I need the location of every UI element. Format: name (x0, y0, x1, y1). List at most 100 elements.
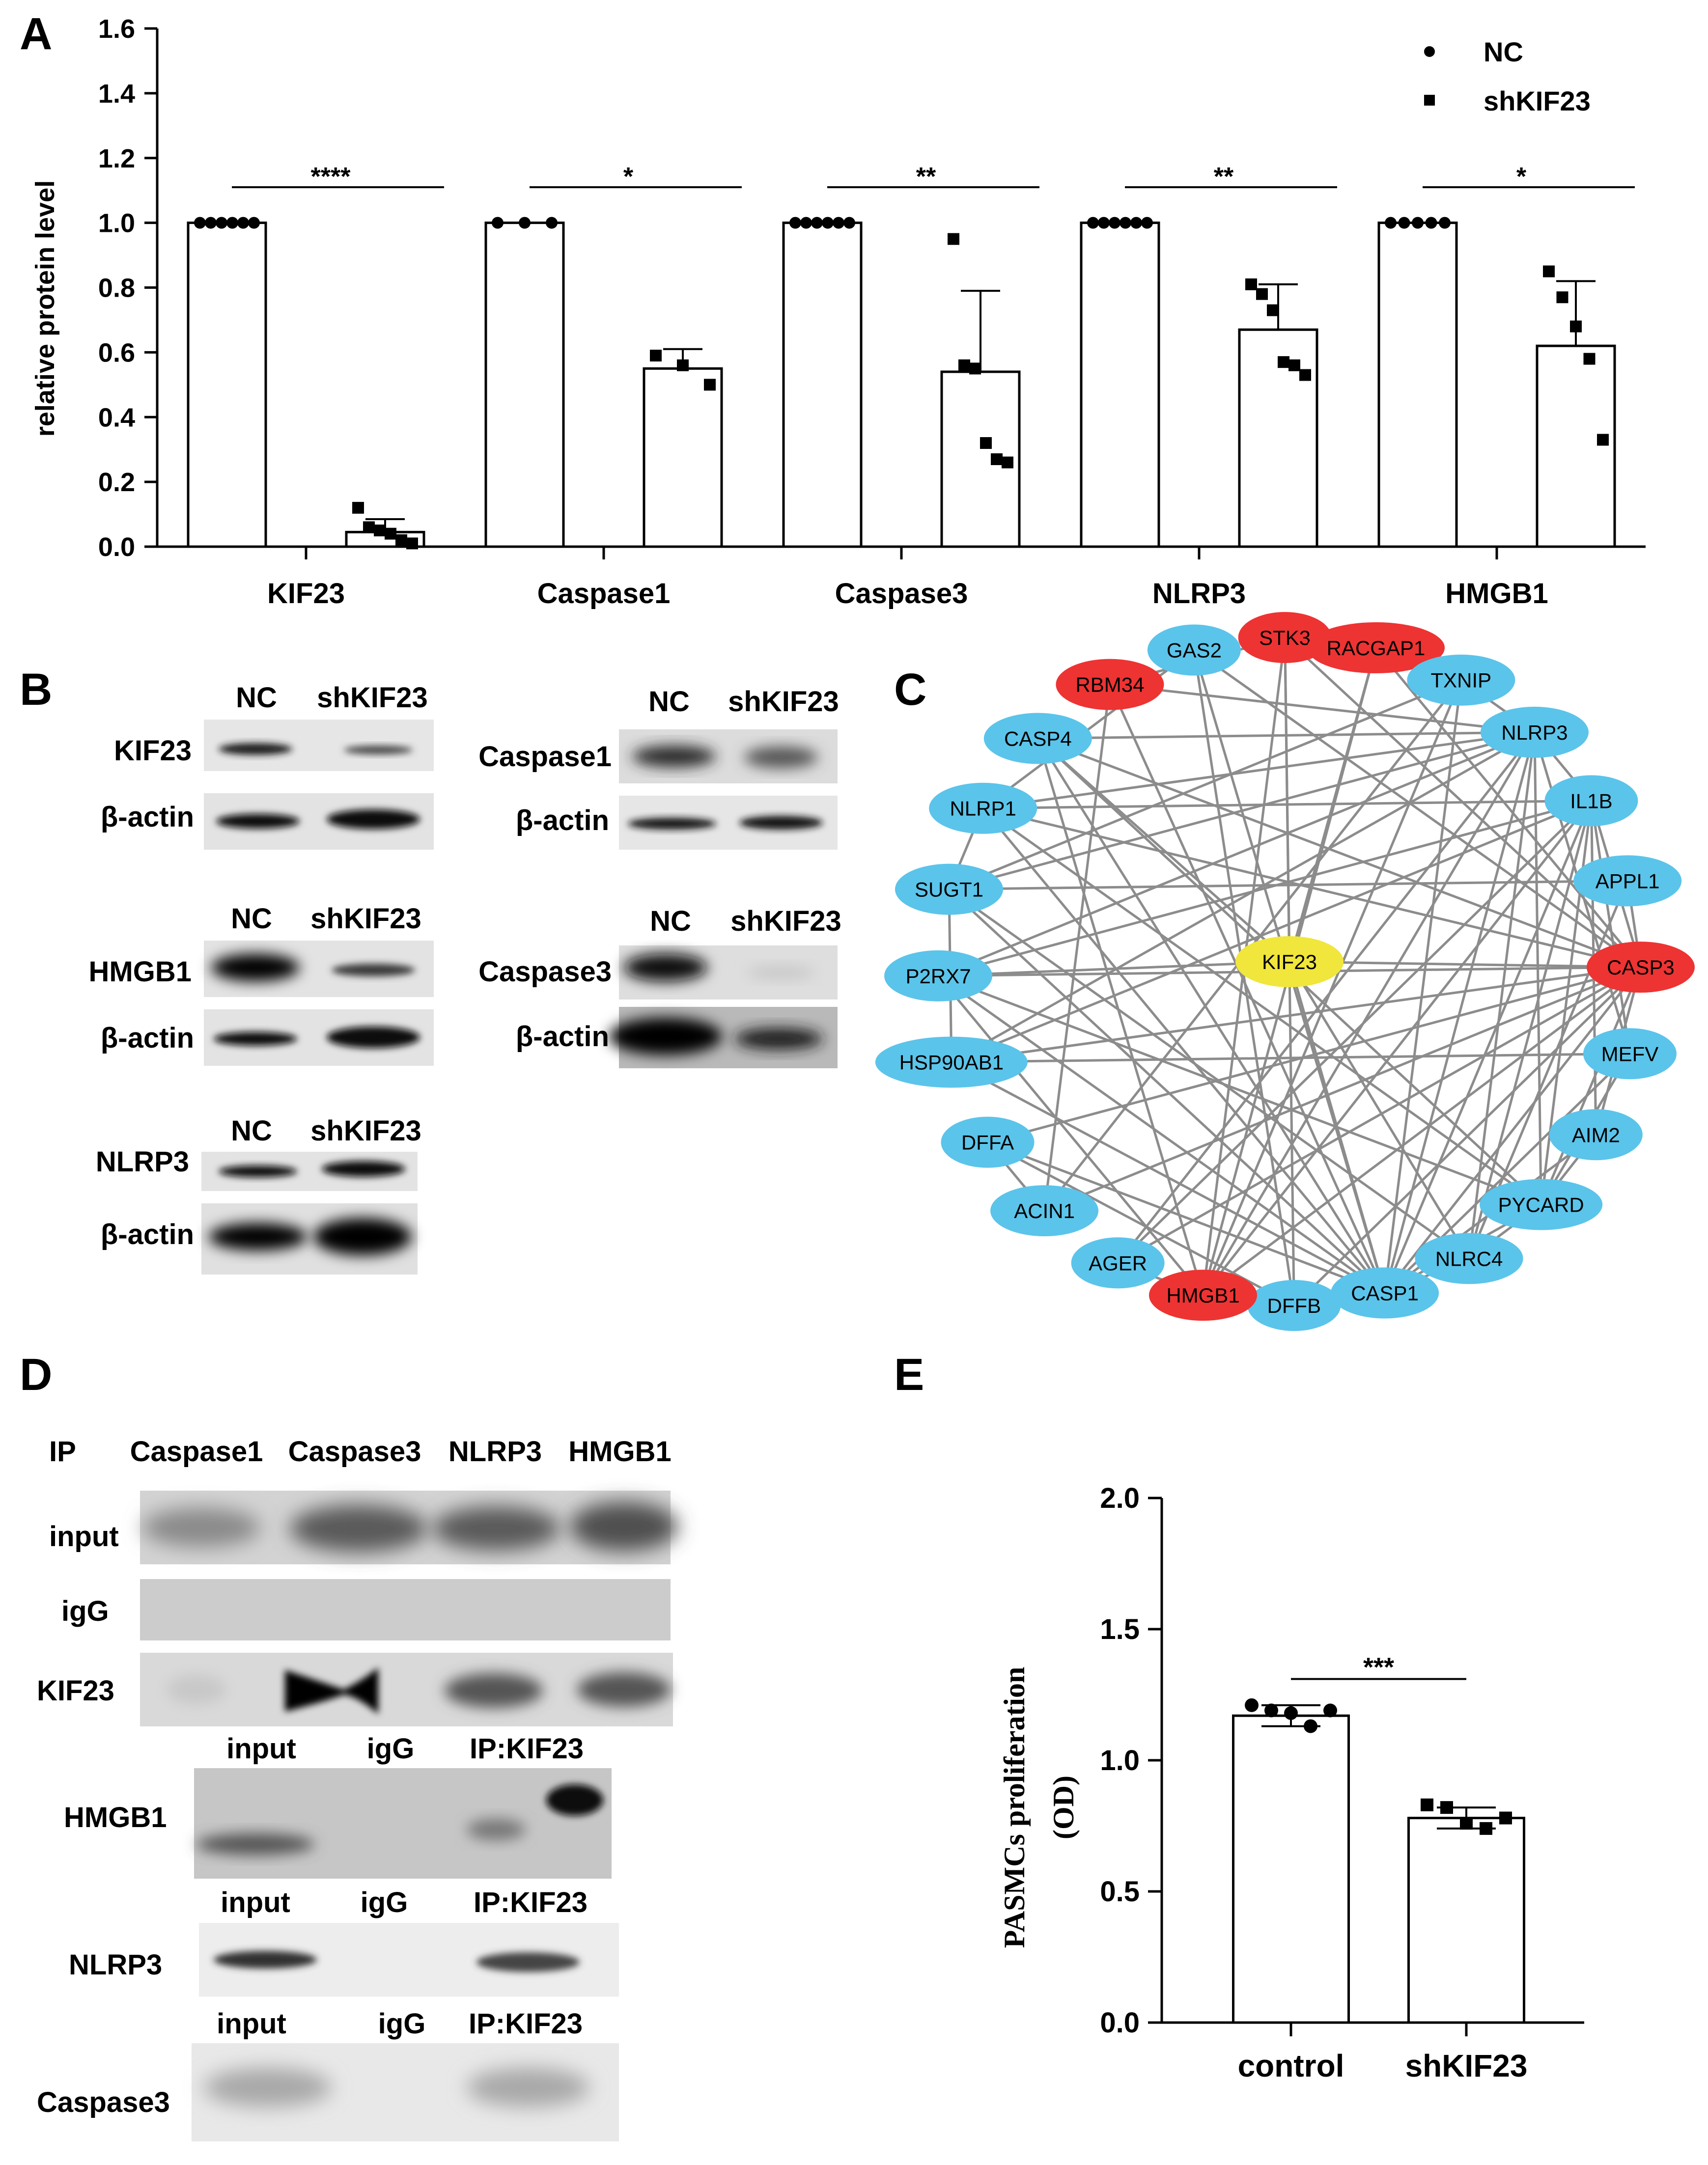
data-point (650, 349, 662, 361)
data-point (205, 217, 217, 229)
data-point (991, 453, 1003, 465)
network-node-sugt1: SUGT1 (895, 863, 1003, 915)
network-edges (937, 636, 1642, 1307)
network-edge (1289, 960, 1641, 969)
panel-e-chart: E PASMCs proliferation (OD) 0.0 0.5 1.0 1.5… (894, 1350, 1584, 2083)
blot-header-nc: NC (236, 682, 277, 714)
data-point (1440, 1801, 1453, 1814)
blot-target-label: NLRP3 (96, 1146, 189, 1178)
node-label: DFFA (961, 1131, 1014, 1154)
band (219, 743, 292, 755)
network-node-kif23: KIF23 (1235, 936, 1344, 987)
y-tick-label: 1.2 (98, 144, 135, 173)
data-point (194, 217, 206, 229)
blot-header-shkif23: shKIF23 (310, 1115, 421, 1147)
network-edge (1284, 637, 1642, 968)
band (219, 1166, 297, 1177)
bar-nc (1377, 222, 1458, 548)
node-label: GAS2 (1167, 639, 1222, 662)
data-point (1130, 217, 1142, 229)
node-label: STK3 (1259, 626, 1311, 649)
legend-label-shkif23: shKIF23 (1484, 85, 1591, 116)
significance-label: ** (916, 163, 936, 191)
data-point (1398, 217, 1410, 229)
y-tick-label: 0.5 (1100, 1876, 1140, 1908)
data-point (1583, 353, 1596, 365)
sub-header-igg: igG (367, 1733, 415, 1765)
data-point (822, 217, 834, 229)
sub-target-caspase3: Caspase3 (37, 2086, 170, 2118)
row-label-igg: igG (61, 1595, 109, 1627)
x-tick-label: KIF23 (267, 578, 345, 610)
node-label: APPL1 (1596, 869, 1660, 892)
blot-target-label: HMGB1 (89, 956, 192, 988)
data-point (385, 527, 396, 540)
bar-shkif23 (1536, 344, 1616, 548)
blot-caspase3: NC shKIF23 Caspase3 β-actin (478, 905, 841, 1068)
network-edge (948, 888, 1386, 1294)
sub-header-ip-kif23: IP:KIF23 (474, 1887, 588, 1918)
significance-label: * (623, 163, 634, 191)
data-point (1480, 1822, 1492, 1835)
data-point (677, 359, 689, 371)
data-point (843, 217, 855, 229)
data-point (492, 217, 504, 229)
node-label: SUGT1 (915, 878, 983, 901)
network-edge (1044, 966, 1641, 1212)
bar-shkif23 (1407, 1816, 1525, 2024)
band (211, 954, 300, 981)
panel-label-e: E (894, 1350, 924, 1400)
network-node-casp1: CASP1 (1331, 1267, 1439, 1319)
significance-marks: *** (1291, 1652, 1466, 1682)
data-point (1245, 1698, 1259, 1712)
band (609, 1018, 722, 1055)
network-node-casp4: CASP4 (983, 713, 1092, 764)
blot-nlrp3: NC shKIF23 NLRP3 β-actin (96, 1115, 421, 1275)
network-edge (1540, 967, 1642, 1205)
y-tick-label: 1.4 (98, 79, 135, 109)
network-node-aim2: AIM2 (1549, 1109, 1643, 1161)
data-point (1087, 217, 1099, 229)
data-point (1278, 356, 1289, 368)
network-edge (1293, 966, 1642, 1306)
band (322, 1161, 405, 1177)
y-axis-label-line1: PASMCs proliferation (998, 1667, 1031, 1948)
data-point (1109, 217, 1120, 229)
network-edge (1110, 683, 1535, 734)
network-edge (982, 731, 1535, 810)
blot-control-label: β-actin (101, 801, 194, 833)
data-point (1460, 1817, 1473, 1830)
network-node-il1b: IL1B (1544, 775, 1638, 827)
data-point (1098, 217, 1110, 229)
data-point (237, 217, 249, 229)
blot-control-label: β-actin (101, 1022, 194, 1054)
data-point (1421, 1798, 1433, 1811)
significance-label: **** (311, 163, 351, 191)
blot-target-label: Caspase1 (478, 741, 612, 773)
network-edge (1109, 684, 1386, 1294)
band (214, 1032, 297, 1046)
data-point (1120, 217, 1131, 229)
legend-marker-shkif23 (1424, 95, 1435, 106)
panel-label-d: D (20, 1350, 52, 1400)
blot-header-shkif23: shKIF23 (730, 905, 841, 937)
data-point (1543, 265, 1555, 278)
network-edge (951, 731, 1536, 1063)
data-point (958, 359, 970, 371)
network-edge (1117, 966, 1642, 1264)
data-point (969, 362, 981, 375)
network-edge (982, 807, 1542, 1206)
data-point (833, 217, 844, 229)
node-label: IL1B (1570, 789, 1612, 812)
network-edge (1036, 738, 1204, 1296)
network-edge (1043, 684, 1111, 1211)
network-edge (1202, 731, 1536, 1296)
band (344, 746, 413, 754)
node-label: TXNIP (1431, 669, 1492, 692)
network-edge (949, 679, 1462, 890)
significance-label: *** (1363, 1652, 1394, 1682)
blot-header-shkif23: shKIF23 (728, 686, 839, 718)
data-point (1267, 304, 1279, 316)
significance-marks: **** * ** ** * (232, 163, 1635, 191)
